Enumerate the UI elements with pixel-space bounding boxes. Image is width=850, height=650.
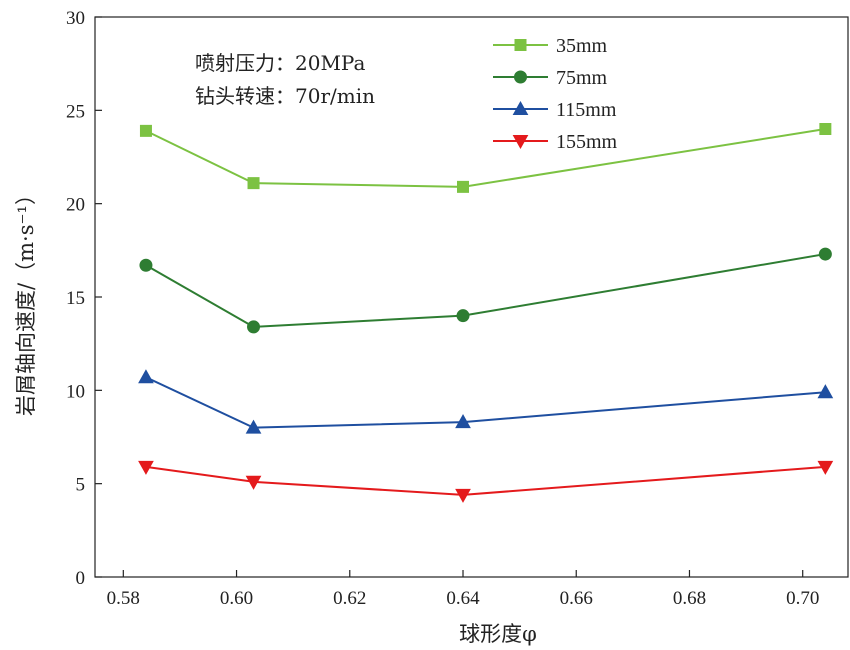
y-tick-label: 20	[66, 195, 85, 216]
x-tick-label: 0.64	[446, 588, 480, 609]
legend-label: 155mm	[556, 131, 618, 153]
data-point	[245, 419, 262, 434]
x-tick-label: 0.66	[560, 588, 593, 609]
data-point	[139, 258, 153, 272]
series-line	[145, 376, 826, 429]
series-75mm	[139, 247, 832, 334]
data-point	[245, 475, 262, 490]
series-layer	[138, 123, 834, 503]
data-point	[247, 320, 261, 334]
legend-marker	[512, 100, 529, 115]
x-axis-title: 球形度φ	[459, 622, 537, 646]
y-tick-label: 5	[76, 475, 86, 496]
x-tick-label: 0.60	[220, 588, 253, 609]
data-point	[457, 180, 470, 193]
y-axis-title: 岩屑轴向速度/（m·s⁻¹）	[14, 184, 38, 416]
x-tick-label: 0.62	[333, 588, 366, 609]
x-tick-label: 0.68	[673, 588, 706, 609]
y-tick-label: 30	[66, 8, 85, 29]
legend-label: 75mm	[556, 67, 608, 89]
legend-item: 35mm	[493, 35, 608, 57]
annotation-layer: 喷射压力：20MPa 钻头转速：70r/min	[195, 51, 375, 108]
legend-marker	[512, 135, 529, 150]
legend-marker	[514, 70, 527, 84]
y-tick-label: 10	[66, 381, 85, 402]
data-point	[247, 177, 260, 190]
annotation-rotation-speed: 钻头转速：70r/min	[195, 84, 375, 108]
y-tick-label: 15	[66, 288, 85, 309]
data-point	[138, 369, 154, 384]
x-axis: 0.58 0.60 0.62 0.64 0.66 0.68 0.70	[107, 570, 819, 609]
y-tick-label: 25	[66, 101, 85, 122]
x-tick-label: 0.58	[107, 588, 140, 609]
data-point	[456, 309, 470, 323]
series-line	[145, 465, 826, 496]
data-point	[455, 488, 471, 503]
legend-label: 35mm	[556, 35, 608, 57]
legend-label: 115mm	[556, 99, 617, 121]
series-line	[145, 253, 826, 328]
data-point	[455, 414, 471, 429]
x-tick-label: 0.70	[786, 588, 819, 609]
series-155mm	[138, 460, 834, 503]
legend-item: 75mm	[493, 67, 608, 89]
series-line	[145, 128, 826, 188]
data-point	[817, 460, 834, 475]
legend: 35mm 75mm 115mm 155mm	[493, 35, 618, 153]
data-point	[139, 124, 152, 137]
y-tick-label: 0	[76, 568, 86, 589]
y-axis: 0 5 10 15 20 25 30	[66, 8, 102, 589]
series-35mm	[139, 123, 832, 193]
legend-item: 115mm	[493, 99, 617, 121]
data-point	[817, 384, 834, 399]
data-point	[819, 123, 832, 135]
legend-marker	[514, 39, 527, 51]
data-point	[818, 247, 832, 261]
data-point	[138, 460, 154, 475]
legend-item: 155mm	[493, 131, 618, 153]
series-115mm	[138, 369, 834, 434]
annotation-pressure: 喷射压力：20MPa	[195, 51, 365, 75]
